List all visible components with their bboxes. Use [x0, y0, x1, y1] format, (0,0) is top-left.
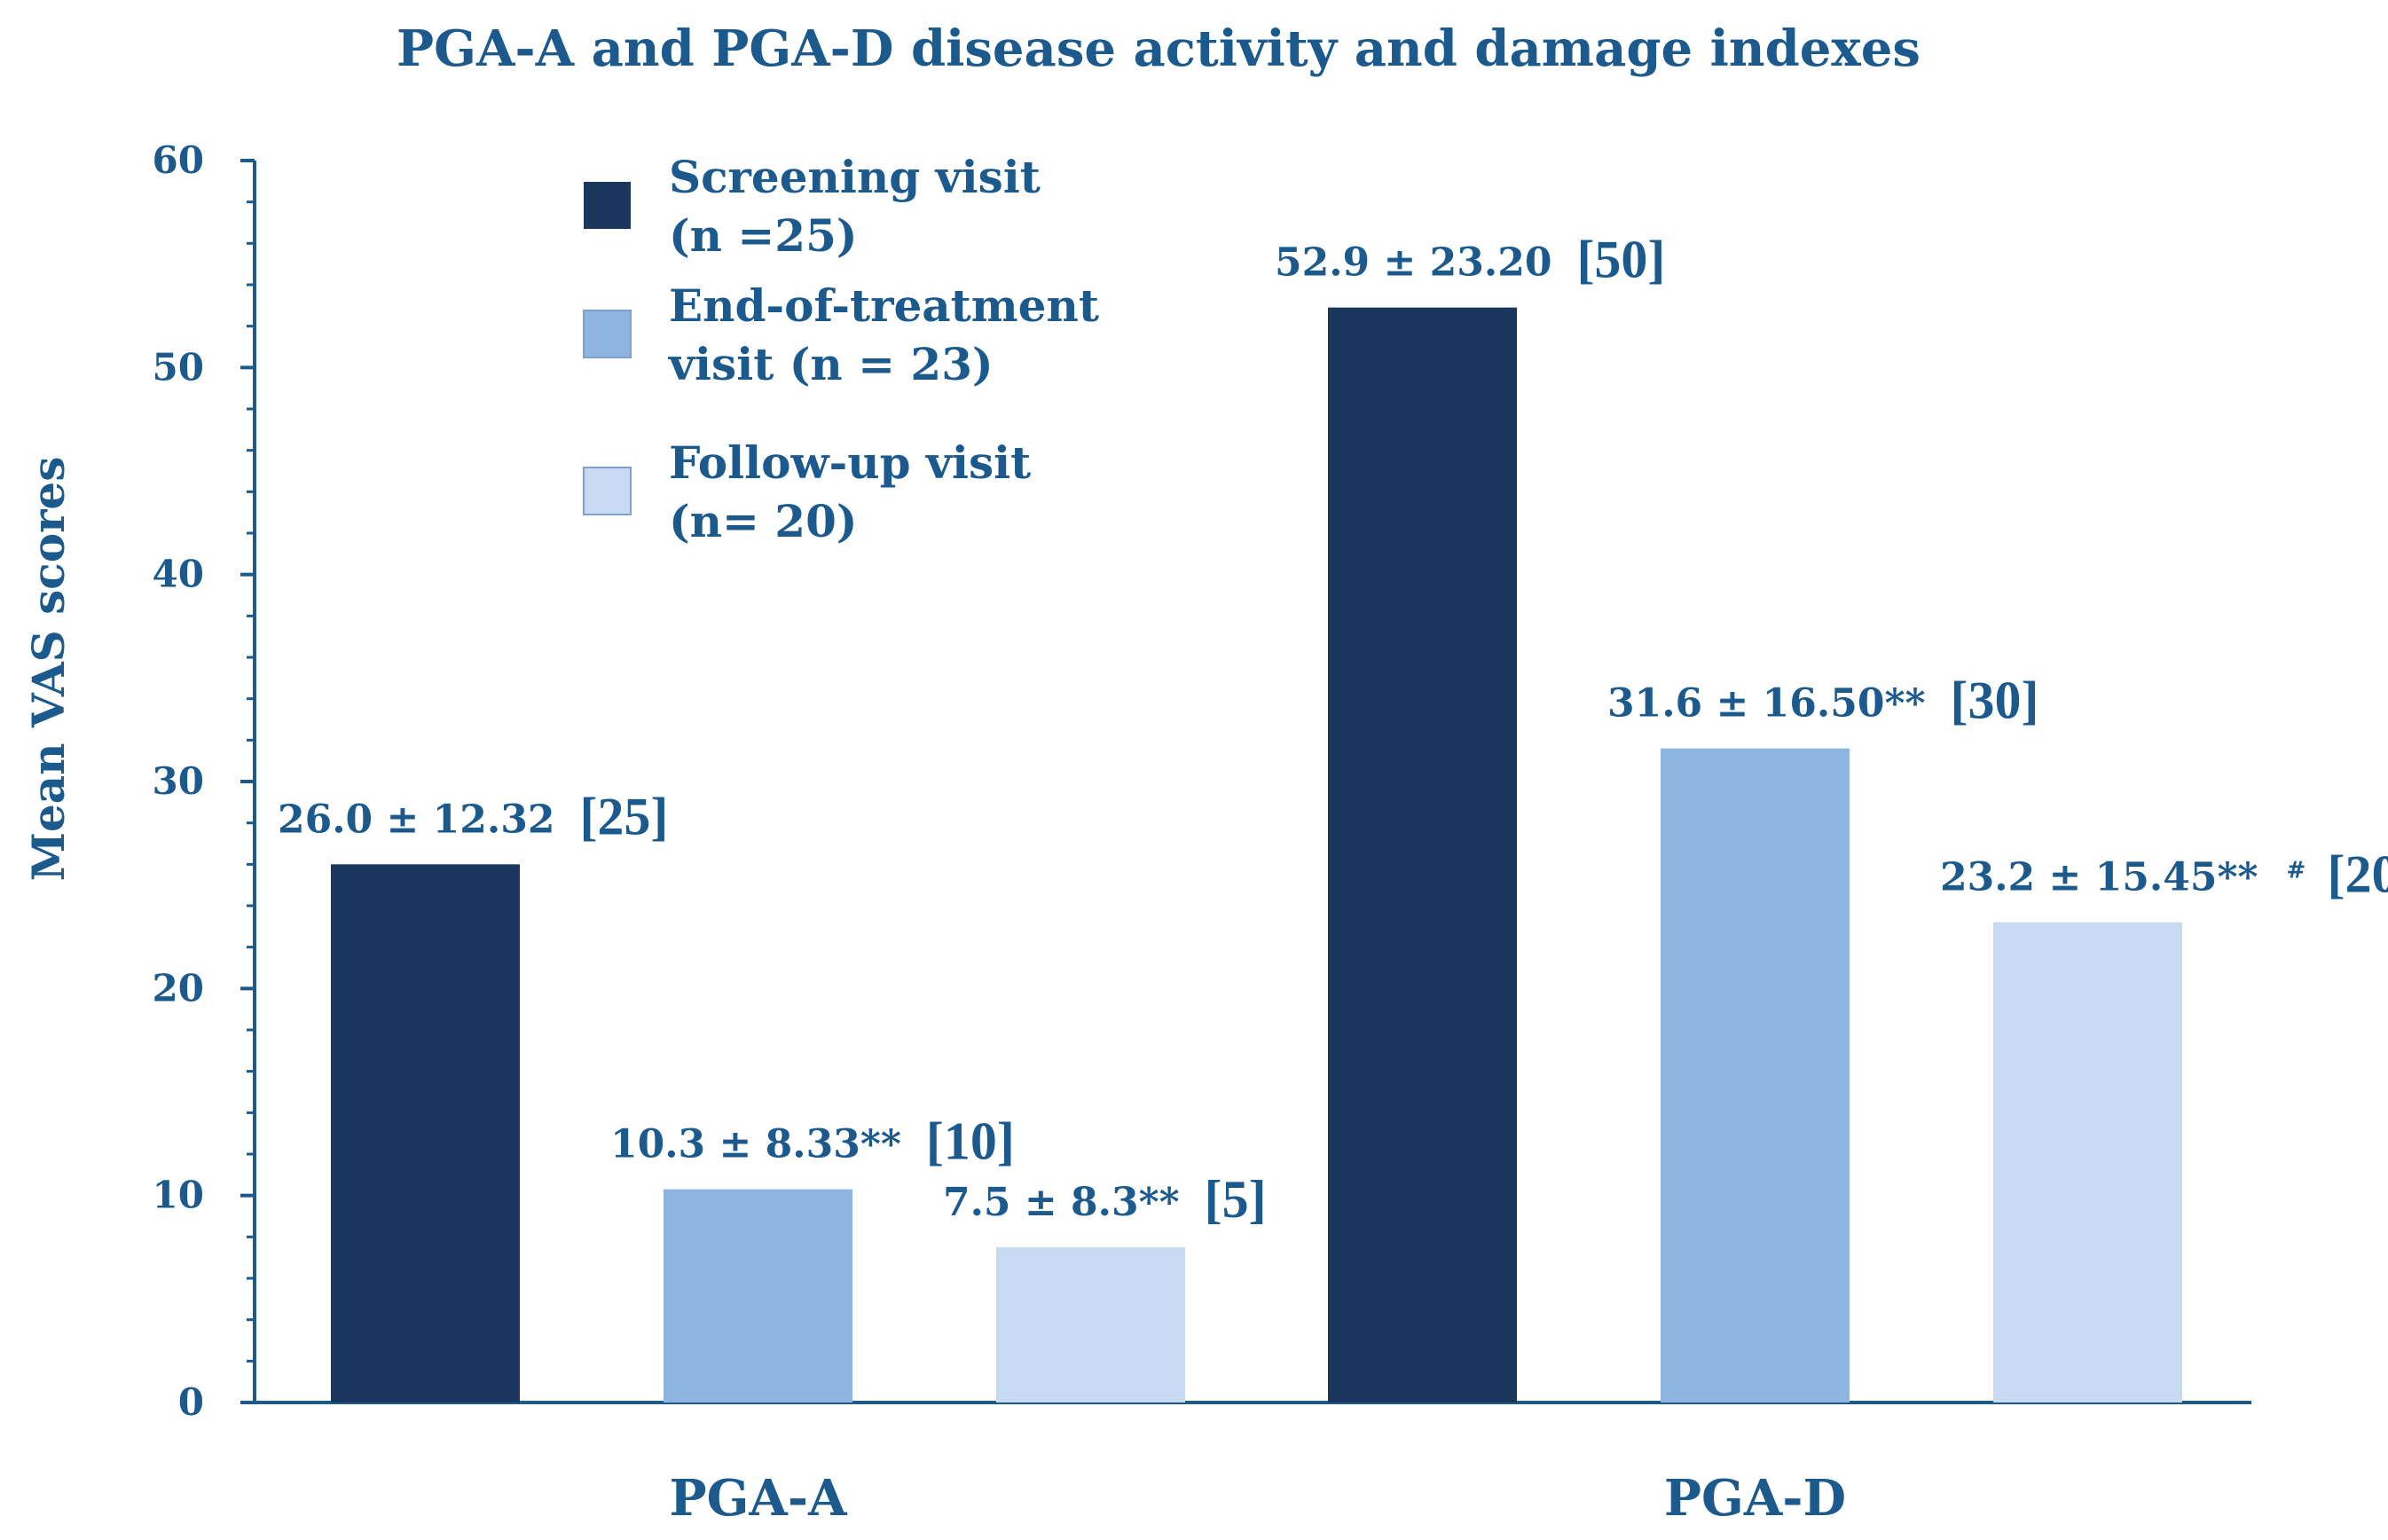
legend-label: Follow-up visit — [669, 436, 1031, 489]
labels-layer: PGA-A 26.0 ± 12.32 [25] 10.3 ± 8.33** [10] 7.… — [278, 231, 2388, 1528]
legend-label: (n= 20) — [669, 495, 858, 547]
legend-label: visit (n = 23) — [668, 338, 994, 390]
legend-label: (n =25) — [669, 209, 858, 262]
y-axis-label: Mean VAS scores — [22, 457, 75, 882]
y-tick-label: 60 — [153, 138, 204, 182]
chart-title: PGA-A and PGA-D disease activity and dam… — [397, 20, 1921, 78]
legend-swatch — [583, 310, 632, 358]
legend-swatch — [583, 467, 632, 515]
y-tick-label: 0 — [178, 1380, 204, 1424]
bar — [664, 1189, 852, 1402]
bar — [996, 1247, 1185, 1402]
legend: Screening visit (n =25) End-of-treatment vi… — [583, 151, 1099, 547]
data-label: 23.2 ± 15.45** — [1940, 855, 2258, 900]
median-label: [25] — [579, 787, 668, 845]
y-tick-label: 20 — [153, 966, 204, 1010]
legend-swatch — [584, 182, 631, 229]
bar — [1993, 922, 2182, 1402]
bar — [1661, 748, 1850, 1402]
y-tick-label: 40 — [153, 553, 204, 596]
axes-layer: 0 10 20 30 40 50 60 Mean VAS scores — [22, 138, 2251, 1424]
median-label: [30] — [1950, 672, 2038, 730]
bar — [1328, 307, 1517, 1403]
data-label: 10.3 ± 8.33** — [610, 1122, 901, 1167]
category-label: PGA-A — [669, 1469, 848, 1528]
legend-label: Screening visit — [669, 151, 1041, 203]
median-label: [10] — [926, 1112, 1015, 1171]
y-tick-label: 50 — [153, 345, 204, 389]
bars-layer — [331, 307, 2182, 1403]
category-label: PGA-D — [1664, 1469, 1846, 1528]
median-label: [20] — [2327, 845, 2388, 904]
data-label: 26.0 ± 12.32 — [278, 797, 554, 842]
median-label: [50] — [1576, 231, 1665, 289]
data-label: 52.9 ± 23.20 — [1275, 240, 1551, 286]
data-label: 31.6 ± 16.50** — [1607, 681, 1925, 727]
y-tick-label: 10 — [153, 1174, 204, 1217]
data-label: 7.5 ± 8.3** — [943, 1180, 1180, 1225]
y-tick-label: 30 — [153, 759, 204, 803]
legend-label: End-of-treatment — [669, 279, 1099, 332]
significance-mark: # — [2286, 858, 2306, 884]
bar — [331, 864, 520, 1402]
median-label: [5] — [1205, 1170, 1267, 1229]
